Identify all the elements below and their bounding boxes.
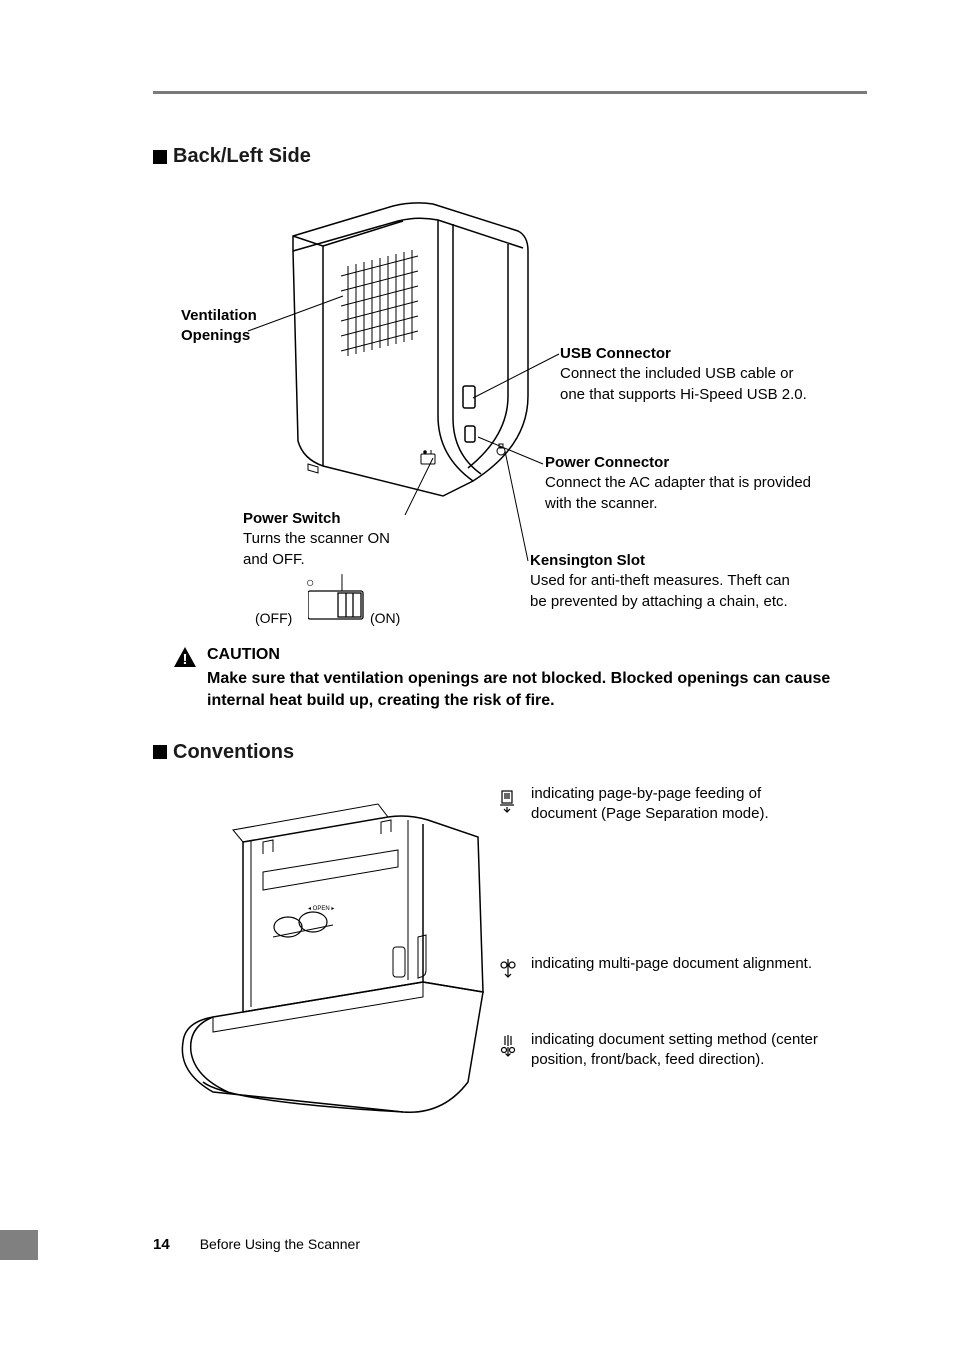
section-conventions-heading: Conventions: [153, 741, 867, 764]
convention-text-2: indicating multi-page document alignment…: [531, 954, 812, 974]
page-number: 14: [153, 1236, 170, 1253]
callout-power-conn-title: Power Connector: [545, 453, 825, 473]
callout-ventilation: Ventilation Openings: [181, 306, 271, 347]
callout-power-connector: Power Connector Connect the AC adapter t…: [545, 453, 825, 514]
callout-usb-body: Connect the included USB cable or one th…: [560, 364, 820, 405]
caution-body: Make sure that ventilation openings are …: [207, 668, 847, 713]
section1-title-text: Back/Left Side: [173, 145, 311, 168]
callout-power-conn-body: Connect the AC adapter that is provided …: [545, 473, 825, 514]
conventions-diagram: ◂ OPEN ▸ indicating page-by-page feeding…: [153, 782, 863, 1132]
page-footer: 14 Before Using the Scanner: [153, 1236, 360, 1253]
callout-power-switch-title: Power Switch: [243, 509, 403, 529]
callout-power-switch-body: Turns the scanner ON and OFF.: [243, 529, 403, 570]
multi-page-alignment-icon: [498, 957, 518, 981]
svg-text:!: !: [183, 651, 188, 668]
callout-kensington-body: Used for anti-theft measures. Theft can …: [530, 571, 790, 612]
caution-text: CAUTION Make sure that ventilation openi…: [207, 646, 847, 713]
section-back-left-side-heading: Back/Left Side: [153, 145, 867, 168]
callout-power-switch: Power Switch Turns the scanner ON and OF…: [243, 509, 403, 570]
page-side-tab: [0, 1230, 38, 1260]
document-setting-icon: [498, 1034, 518, 1058]
off-label: (OFF): [255, 609, 292, 628]
footer-section-label: Before Using the Scanner: [200, 1236, 360, 1252]
page-separation-icon: [498, 790, 518, 814]
section2-title-text: Conventions: [173, 741, 294, 764]
square-bullet-icon: [153, 150, 167, 164]
on-label: (ON): [370, 609, 400, 628]
svg-text:◂ OPEN ▸: ◂ OPEN ▸: [308, 906, 334, 912]
convention-text-3: indicating document setting method (cent…: [531, 1030, 821, 1071]
scanner-front-illustration: ◂ OPEN ▸: [173, 782, 493, 1122]
callout-kensington: Kensington Slot Used for anti-theft meas…: [530, 551, 790, 612]
back-left-diagram: Ventilation Openings Power Switch Turns …: [153, 186, 863, 636]
caution-block: ! CAUTION Make sure that ventilation ope…: [173, 646, 867, 713]
callout-kensington-title: Kensington Slot: [530, 551, 790, 571]
header-rule: [153, 91, 867, 94]
callout-usb-title: USB Connector: [560, 344, 820, 364]
convention-text-1: indicating page-by-page feeding of docum…: [531, 784, 821, 825]
square-bullet-icon: [153, 745, 167, 759]
callout-ventilation-title: Ventilation Openings: [181, 306, 271, 347]
caution-label: CAUTION: [207, 646, 847, 664]
page-content: Back/Left Side: [153, 145, 867, 1132]
callout-usb: USB Connector Connect the included USB c…: [560, 344, 820, 405]
warning-triangle-icon: !: [173, 646, 197, 668]
